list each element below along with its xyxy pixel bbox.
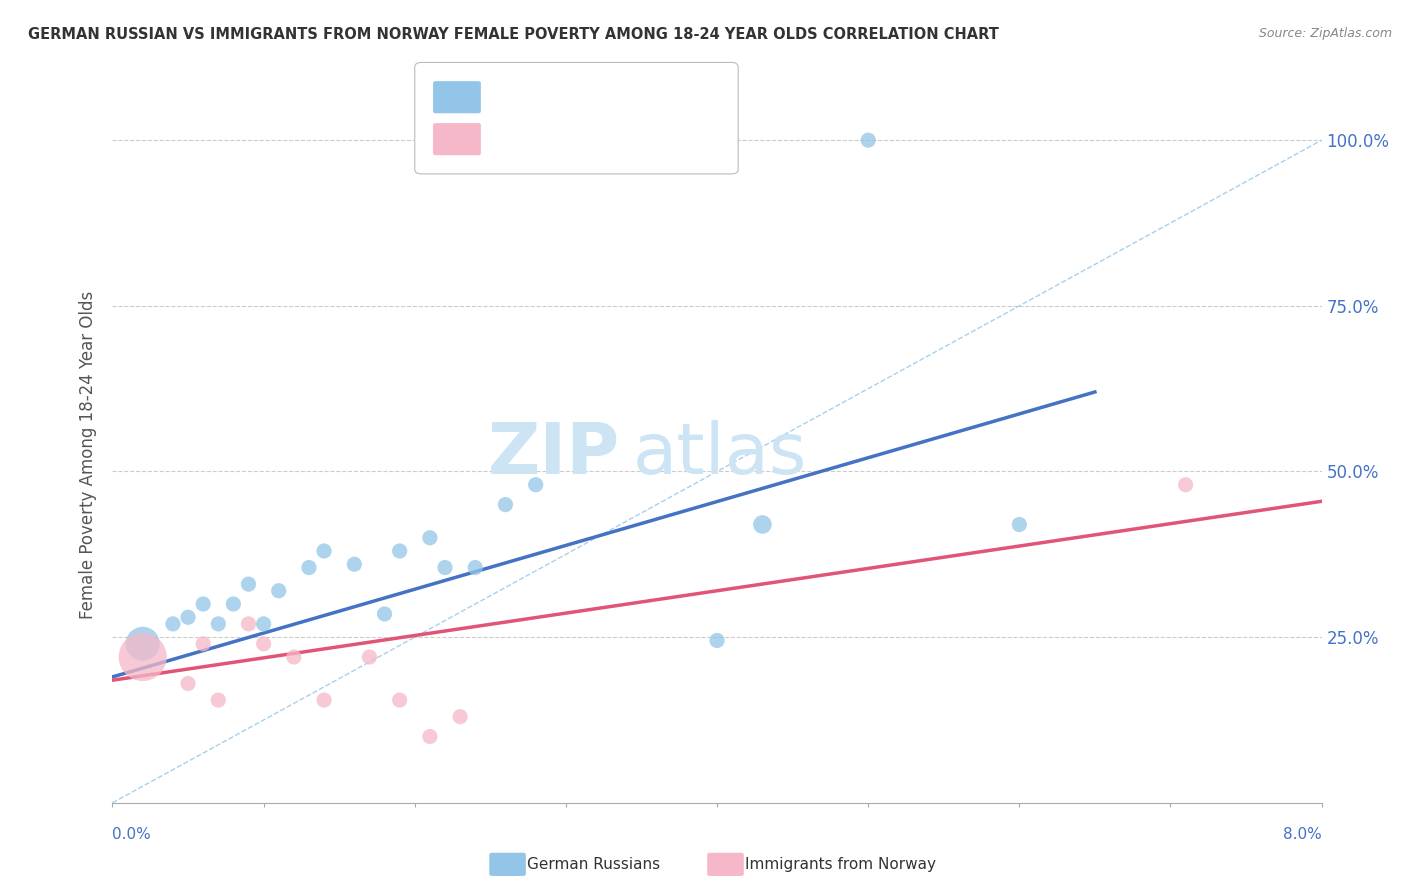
Point (419, 531, 441, 545)
Text: atlas: atlas (633, 420, 807, 490)
Text: R = 0.491   N = 23: R = 0.491 N = 23 (489, 87, 673, 104)
Point (706, 633, 728, 648)
Text: ZIP: ZIP (488, 420, 620, 490)
Point (373, 607, 396, 621)
Point (177, 676, 200, 690)
Point (191, 597, 215, 611)
Point (298, 560, 321, 574)
Point (449, 709, 471, 723)
Point (238, 616, 260, 631)
Point (162, 616, 184, 631)
Text: 8.0%: 8.0% (1282, 827, 1322, 841)
Point (312, 693, 335, 707)
Point (222, 597, 245, 611)
Point (238, 577, 260, 591)
Point (495, 498, 517, 512)
Point (524, 477, 547, 491)
Point (207, 616, 229, 631)
Point (191, 637, 215, 651)
Point (1174, 477, 1197, 491)
Text: GERMAN RUSSIAN VS IMMIGRANTS FROM NORWAY FEMALE POVERTY AMONG 18-24 YEAR OLDS CO: GERMAN RUSSIAN VS IMMIGRANTS FROM NORWAY… (28, 27, 1000, 42)
Point (132, 650, 155, 665)
Point (343, 558, 366, 572)
Point (419, 730, 441, 744)
Point (207, 693, 229, 707)
Y-axis label: Female Poverty Among 18-24 Year Olds: Female Poverty Among 18-24 Year Olds (79, 291, 97, 619)
Point (359, 650, 381, 665)
Point (856, 133, 880, 147)
Point (132, 637, 155, 651)
Point (253, 616, 276, 631)
Point (464, 560, 486, 574)
Point (177, 610, 200, 624)
Text: R = 0.624   N = 14: R = 0.624 N = 14 (489, 129, 673, 147)
Point (1008, 517, 1031, 532)
Text: Source: ZipAtlas.com: Source: ZipAtlas.com (1258, 27, 1392, 40)
Point (388, 544, 411, 558)
Point (433, 560, 456, 574)
Point (283, 650, 305, 665)
Point (253, 637, 276, 651)
Point (267, 583, 290, 598)
Text: 0.0%: 0.0% (112, 827, 152, 841)
Text: German Russians: German Russians (527, 857, 661, 871)
Text: Immigrants from Norway: Immigrants from Norway (745, 857, 936, 871)
Point (312, 544, 335, 558)
Point (751, 517, 773, 532)
Point (388, 693, 411, 707)
